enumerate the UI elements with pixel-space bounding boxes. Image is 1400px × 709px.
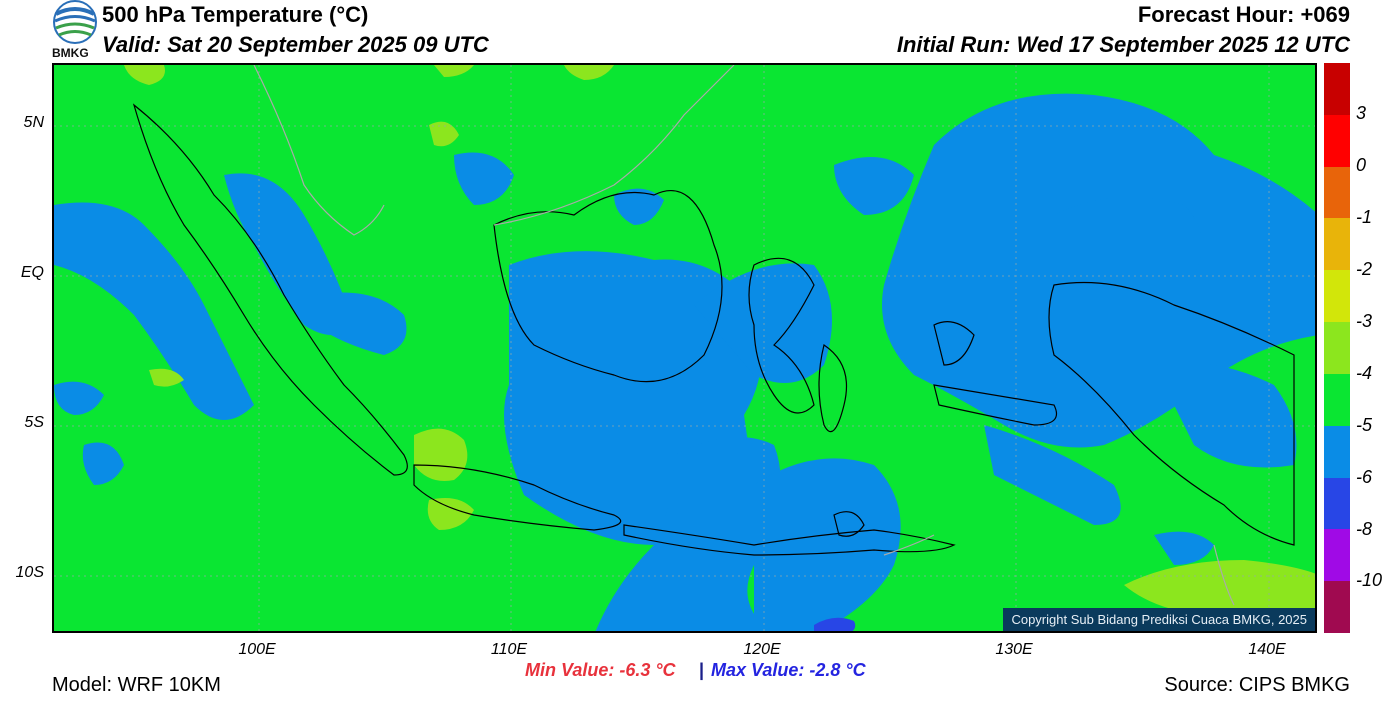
colorbar-segment	[1324, 373, 1350, 427]
colorbar-label: -8	[1356, 519, 1373, 539]
colorbar-segment	[1324, 477, 1350, 530]
colorbar-segment	[1324, 425, 1350, 479]
colorbar-segment	[1324, 322, 1350, 375]
colorbar	[1324, 63, 1350, 634]
colorbar-segment	[1324, 529, 1350, 582]
colorbar-label: -1	[1356, 207, 1373, 227]
logo-text: BMKG	[52, 46, 89, 60]
colorbar-label: -4	[1356, 363, 1373, 383]
gridlines	[54, 65, 1315, 631]
lat-label-10s: 10S	[15, 564, 44, 581]
max-value: Max Value: -2.8 °C	[711, 660, 866, 680]
lat-label-5s: 5S	[24, 414, 44, 431]
lon-label-120e: 120E	[743, 641, 781, 658]
min-value: Min Value: -6.3 °C	[525, 660, 676, 680]
lon-label-130e: 130E	[995, 641, 1033, 658]
coldest-patch	[814, 617, 856, 631]
temperature-map: Copyright Sub Bidang Prediksi Cuaca BMKG…	[52, 63, 1317, 633]
lat-label-eq: EQ	[20, 264, 44, 281]
lon-label-110e: 110E	[490, 641, 528, 658]
initial-run: Initial Run: Wed 17 September 2025 12 UT…	[896, 32, 1350, 57]
colorbar-label: -10	[1356, 570, 1383, 590]
colorbar-segment	[1324, 218, 1350, 271]
colorbar-label: 3	[1356, 103, 1367, 123]
chart-title: 500 hPa Temperature (°C)	[102, 2, 369, 27]
warm-regions	[124, 65, 1315, 622]
colorbar-segment	[1324, 63, 1350, 116]
lon-label-100e: 100E	[238, 641, 276, 658]
colorbar-label: 0	[1356, 155, 1367, 175]
colorbar-segment	[1324, 270, 1350, 323]
colorbar-label: -5	[1356, 415, 1373, 435]
map-canvas	[54, 65, 1315, 631]
colorbar-label: -6	[1356, 467, 1373, 487]
data-source: Source: CIPS BMKG	[1164, 674, 1350, 696]
lon-label-140e: 140E	[1248, 641, 1286, 658]
borders	[253, 65, 1235, 606]
valid-time: Valid: Sat 20 September 2025 09 UTC	[102, 32, 489, 57]
forecast-hour: Forecast Hour: +069	[1137, 2, 1350, 27]
coastlines	[132, 103, 1295, 556]
colorbar-segment	[1324, 114, 1350, 168]
colorbar-segment	[1324, 166, 1350, 219]
stats-separator: |	[699, 660, 705, 680]
lat-label-5n: 5N	[23, 114, 44, 131]
colorbar-segment	[1324, 581, 1350, 634]
colorbar-label: -3	[1356, 311, 1373, 331]
bmkg-logo	[50, 0, 100, 60]
copyright-notice: Copyright Sub Bidang Prediksi Cuaca BMKG…	[1003, 608, 1315, 631]
model-name: Model: WRF 10KM	[52, 674, 221, 696]
colorbar-label: -2	[1356, 259, 1373, 279]
cold-regions	[54, 93, 1315, 631]
